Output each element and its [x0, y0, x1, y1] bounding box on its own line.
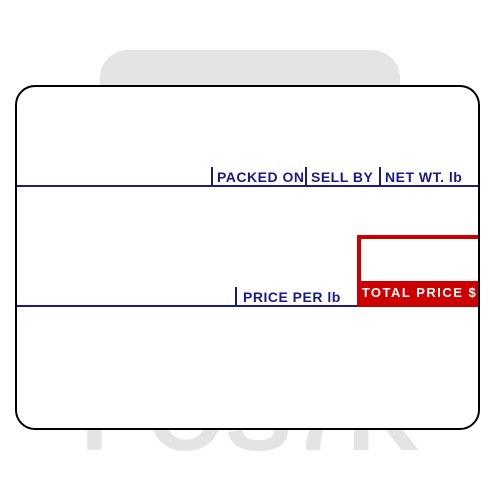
sell-by-label: SELL BY — [311, 169, 373, 185]
net-wt-label: NET WT. lb — [385, 169, 462, 185]
sep-packed-on — [211, 167, 213, 185]
price-label-card: PACKED ON SELL BY NET WT. lb PRICE PER l… — [15, 85, 480, 430]
row1-rule — [17, 185, 478, 187]
total-price-label: TOTAL PRICE $ — [361, 281, 478, 303]
total-price-box: TOTAL PRICE $ — [357, 235, 480, 307]
packed-on-label: PACKED ON — [217, 169, 304, 185]
sep-sell-by — [305, 167, 307, 185]
price-per-label: PRICE PER lb — [243, 289, 341, 305]
sep-net-wt — [379, 167, 381, 185]
sep-price-per — [235, 287, 237, 305]
row2-rule — [17, 305, 361, 307]
